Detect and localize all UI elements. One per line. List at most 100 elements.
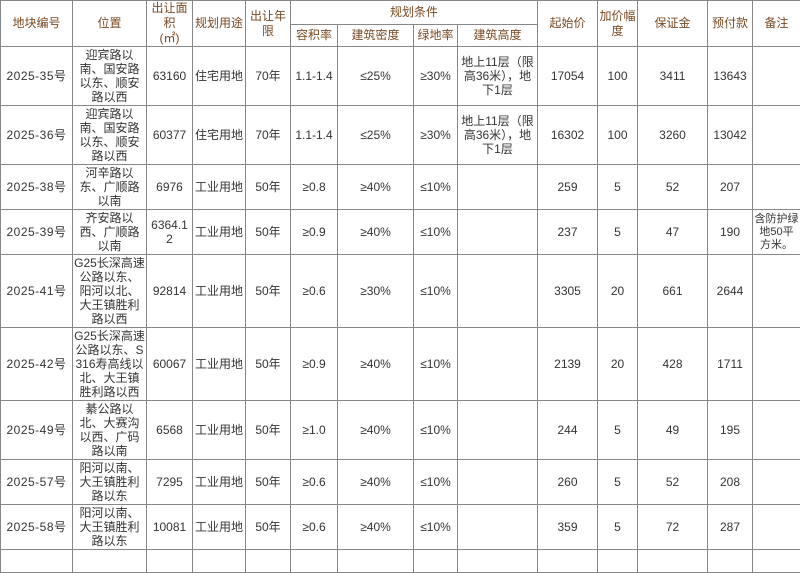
cell-start-price: 16302 bbox=[538, 106, 598, 165]
cell-use: 住宅用地 bbox=[193, 106, 246, 165]
cell-deposit: 47 bbox=[638, 210, 708, 255]
cell-start-price: 17054 bbox=[538, 47, 598, 106]
cell-density: ≥30% bbox=[338, 255, 414, 328]
table-row: 2025-42号 G25长深高速公路以东、S316寿高线以北、大王镇胜利路以西 … bbox=[1, 328, 800, 401]
cell-density: ≥40% bbox=[338, 165, 414, 210]
cell-remark bbox=[753, 550, 800, 573]
cell-increment: 20 bbox=[598, 328, 638, 401]
cell-remark bbox=[753, 460, 800, 505]
cell-far: ≥0.6 bbox=[291, 460, 338, 505]
cell-green: ≤10% bbox=[414, 328, 458, 401]
cell-use: 工业用地 bbox=[193, 255, 246, 328]
cell-use bbox=[193, 550, 246, 573]
cell-location: 迎宾路以南、国安路以东、顺安路以西 bbox=[73, 106, 147, 165]
cell-remark bbox=[753, 505, 800, 550]
cell-green: ≤10% bbox=[414, 401, 458, 460]
cell-green: ≤10% bbox=[414, 165, 458, 210]
col-header-density: 建筑密度 bbox=[338, 24, 414, 46]
table-row: 2025-39号 齐安路以西、广顺路以南 6364.12 工业用地 50年 ≥0… bbox=[1, 210, 800, 255]
cell-location bbox=[73, 550, 147, 573]
cell-term: 50年 bbox=[246, 165, 291, 210]
cell-prepayment: 1711 bbox=[708, 328, 753, 401]
col-header-parcel-no: 地块编号 bbox=[1, 1, 73, 47]
cell-far: ≥0.9 bbox=[291, 210, 338, 255]
cell-density: ≥40% bbox=[338, 401, 414, 460]
table-row: 2025-41号 G25长深高速公路以东、阳河以北、大王镇胜利路以西 92814… bbox=[1, 255, 800, 328]
col-header-green: 绿地率 bbox=[414, 24, 458, 46]
table-row-partial bbox=[1, 550, 800, 573]
cell-prepayment: 2644 bbox=[708, 255, 753, 328]
cell-location: 迎宾路以南、国安路以东、顺安路以西 bbox=[73, 47, 147, 106]
cell-location: 齐安路以西、广顺路以南 bbox=[73, 210, 147, 255]
cell-density: ≥40% bbox=[338, 210, 414, 255]
area-unit-label: (㎡) bbox=[147, 31, 192, 46]
cell-height: 地上11层（限高36米），地下1层 bbox=[458, 106, 538, 165]
cell-deposit: 52 bbox=[638, 460, 708, 505]
cell-height bbox=[458, 328, 538, 401]
cell-density: ≥40% bbox=[338, 460, 414, 505]
cell-prepayment: 190 bbox=[708, 210, 753, 255]
cell-green: ≥30% bbox=[414, 47, 458, 106]
cell-parcel-no: 2025-36号 bbox=[1, 106, 73, 165]
col-header-use: 规划用途 bbox=[193, 1, 246, 47]
cell-area bbox=[147, 550, 193, 573]
cell-prepayment: 287 bbox=[708, 505, 753, 550]
col-header-start-price: 起始价 bbox=[538, 1, 598, 47]
col-header-far: 容积率 bbox=[291, 24, 338, 46]
cell-location: 阳河以南、大王镇胜利路以东 bbox=[73, 460, 147, 505]
cell-start-price: 3305 bbox=[538, 255, 598, 328]
cell-deposit: 3411 bbox=[638, 47, 708, 106]
table-row: 2025-38号 河辛路以东、广顺路以南 6976 工业用地 50年 ≥0.8 … bbox=[1, 165, 800, 210]
cell-prepayment: 195 bbox=[708, 401, 753, 460]
table-body: 2025-35号 迎宾路以南、国安路以东、顺安路以西 63160 住宅用地 70… bbox=[1, 47, 800, 573]
table-row: 2025-35号 迎宾路以南、国安路以东、顺安路以西 63160 住宅用地 70… bbox=[1, 47, 800, 106]
cell-height: 地上11层（限高36米），地下1层 bbox=[458, 47, 538, 106]
cell-area: 7295 bbox=[147, 460, 193, 505]
cell-parcel-no: 2025-35号 bbox=[1, 47, 73, 106]
cell-deposit bbox=[638, 550, 708, 573]
cell-area: 60067 bbox=[147, 328, 193, 401]
cell-use: 工业用地 bbox=[193, 401, 246, 460]
cell-term: 50年 bbox=[246, 505, 291, 550]
cell-height bbox=[458, 550, 538, 573]
cell-green: ≥30% bbox=[414, 106, 458, 165]
cell-parcel-no: 2025-49号 bbox=[1, 401, 73, 460]
cell-remark: 含防护绿地50平方米。 bbox=[753, 210, 800, 255]
col-header-remark: 备注 bbox=[753, 1, 800, 47]
cell-green: ≤10% bbox=[414, 505, 458, 550]
cell-height bbox=[458, 505, 538, 550]
cell-deposit: 72 bbox=[638, 505, 708, 550]
cell-far: ≥0.8 bbox=[291, 165, 338, 210]
cell-start-price: 259 bbox=[538, 165, 598, 210]
cell-area: 6976 bbox=[147, 165, 193, 210]
col-header-term: 出让年限 bbox=[246, 1, 291, 47]
cell-term: 50年 bbox=[246, 460, 291, 505]
cell-use: 工业用地 bbox=[193, 165, 246, 210]
cell-height bbox=[458, 460, 538, 505]
cell-far: ≥1.0 bbox=[291, 401, 338, 460]
cell-deposit: 52 bbox=[638, 165, 708, 210]
cell-area: 6568 bbox=[147, 401, 193, 460]
col-header-deposit: 保证金 bbox=[638, 1, 708, 47]
cell-increment: 100 bbox=[598, 106, 638, 165]
cell-far: 1.1-1.4 bbox=[291, 106, 338, 165]
cell-prepayment: 13042 bbox=[708, 106, 753, 165]
cell-density: ≤25% bbox=[338, 47, 414, 106]
cell-increment: 5 bbox=[598, 210, 638, 255]
cell-term: 70年 bbox=[246, 106, 291, 165]
cell-use: 工业用地 bbox=[193, 210, 246, 255]
cell-density: ≥40% bbox=[338, 505, 414, 550]
cell-deposit: 428 bbox=[638, 328, 708, 401]
cell-deposit: 49 bbox=[638, 401, 708, 460]
cell-parcel-no: 2025-58号 bbox=[1, 505, 73, 550]
col-header-prepayment: 预付款 bbox=[708, 1, 753, 47]
cell-location: 河辛路以东、广顺路以南 bbox=[73, 165, 147, 210]
cell-start-price bbox=[538, 550, 598, 573]
cell-term: 50年 bbox=[246, 210, 291, 255]
table-row: 2025-57号 阳河以南、大王镇胜利路以东 7295 工业用地 50年 ≥0.… bbox=[1, 460, 800, 505]
cell-prepayment: 207 bbox=[708, 165, 753, 210]
cell-remark bbox=[753, 401, 800, 460]
cell-term: 50年 bbox=[246, 401, 291, 460]
cell-far: 1.1-1.4 bbox=[291, 47, 338, 106]
cell-far: ≥0.6 bbox=[291, 505, 338, 550]
